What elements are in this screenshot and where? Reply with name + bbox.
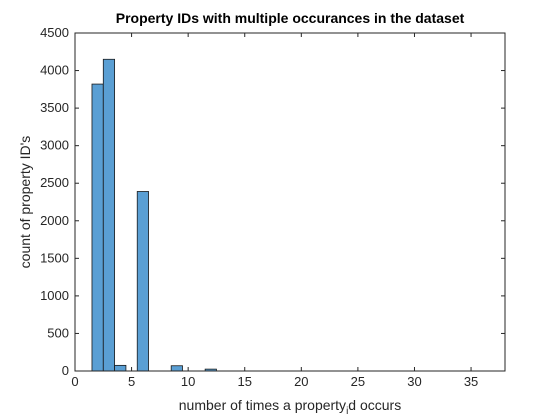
axes-box xyxy=(74,32,506,372)
y-tick-label: 0 xyxy=(62,363,69,378)
x-tick-label: 5 xyxy=(128,374,135,389)
y-tick-label: 3000 xyxy=(40,138,69,153)
x-tick-label: 10 xyxy=(181,374,195,389)
x-tick-label: 35 xyxy=(464,374,478,389)
y-tick-label: 4500 xyxy=(40,25,69,40)
x-axis-ticks: 0 5 10 15 20 25 30 35 xyxy=(71,33,478,389)
x-tick-label: 0 xyxy=(71,374,78,389)
x-axis-label: number of times a propertyid occurs xyxy=(179,397,401,417)
histogram-bar-9 xyxy=(170,365,183,372)
x-axis-label-subscript: i xyxy=(346,406,348,417)
chart-title: Property IDs with multiple occurances in… xyxy=(116,10,465,26)
x-tick-label: 15 xyxy=(238,374,252,389)
histogram-bar-3 xyxy=(102,58,116,372)
y-axis-ticks: 0 500 1000 1500 2000 2500 3000 3500 4000 4500 xyxy=(40,25,505,378)
y-tick-label: 4000 xyxy=(40,63,69,78)
x-tick-label: 30 xyxy=(407,374,421,389)
y-axis-label: count of property ID's xyxy=(17,136,33,269)
y-tick-label: 1500 xyxy=(40,250,69,265)
y-tick-label: 3500 xyxy=(40,100,69,115)
y-tick-label: 2500 xyxy=(40,175,69,190)
y-tick-label: 500 xyxy=(47,325,69,340)
x-tick-label: 25 xyxy=(351,374,365,389)
y-tick-label: 2000 xyxy=(40,213,69,228)
x-axis-label-part-2: d occurs xyxy=(348,397,401,413)
histogram-bar-4 xyxy=(114,364,127,372)
histogram-bar-2 xyxy=(91,83,104,372)
x-tick-label: 20 xyxy=(294,374,308,389)
x-axis-label-part-1: number of times a property xyxy=(179,397,346,413)
histogram-bar-6 xyxy=(136,191,149,372)
y-tick-label: 1000 xyxy=(40,288,69,303)
